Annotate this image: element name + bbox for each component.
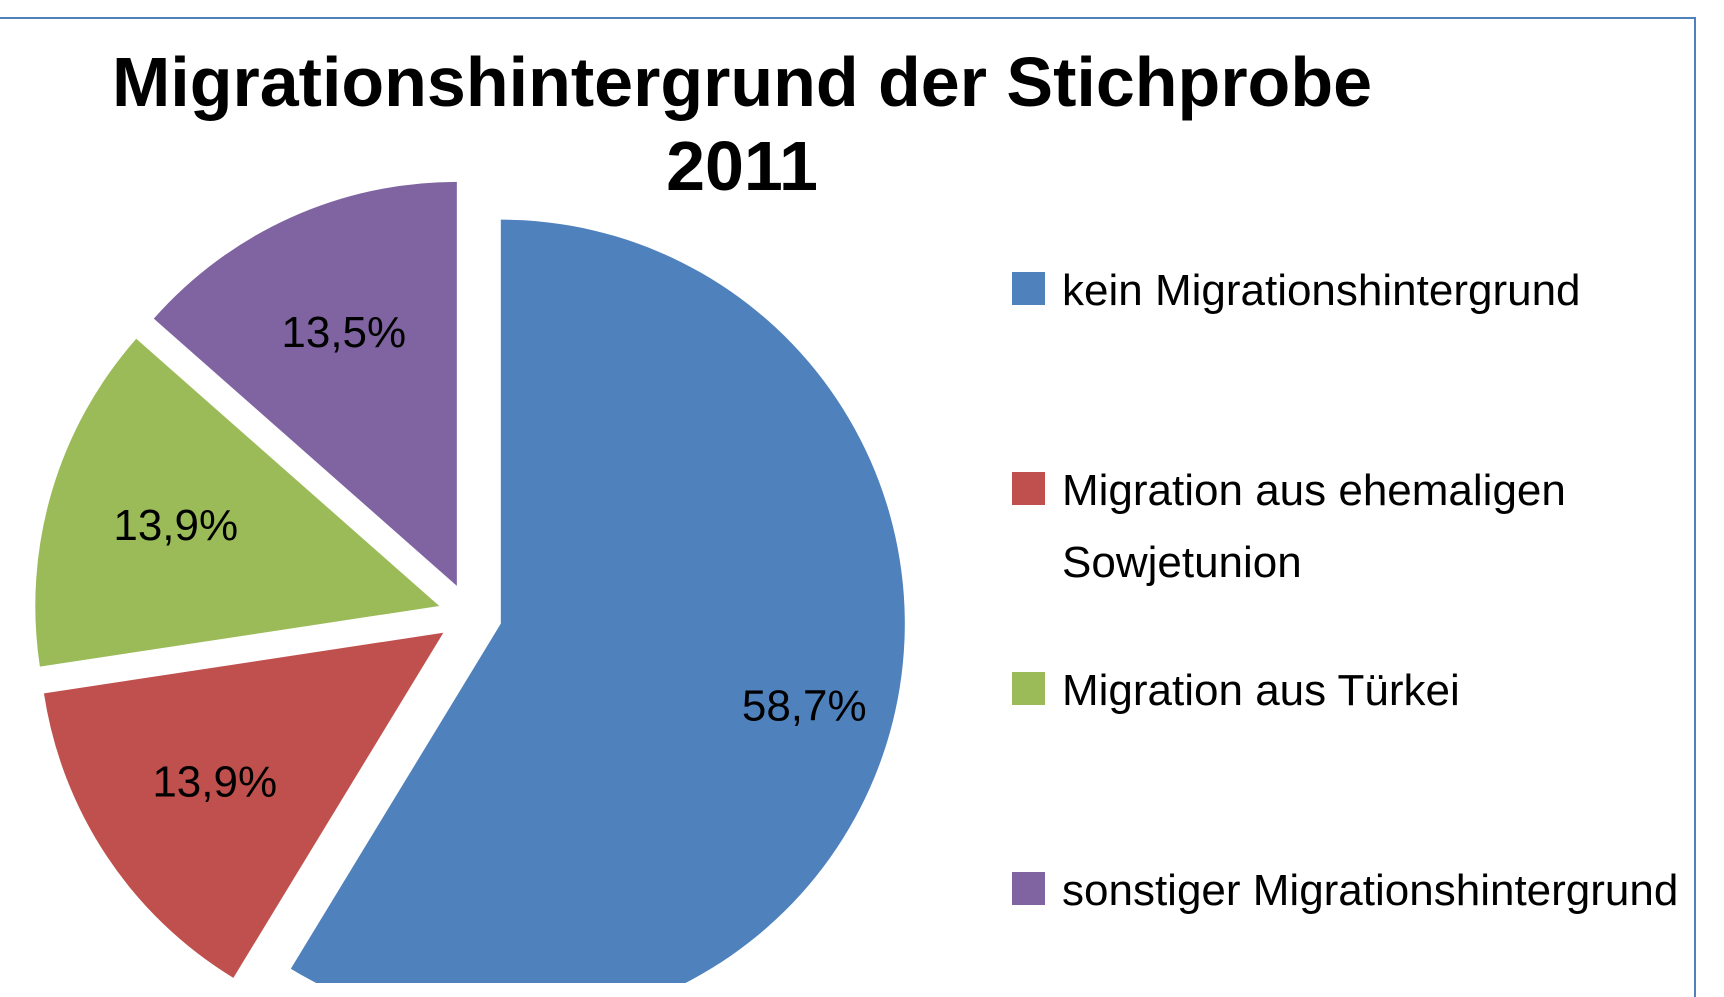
legend-label: kein Migrationshintergrund	[1062, 266, 1581, 315]
pie-slice	[290, 219, 905, 983]
legend-swatch	[1012, 472, 1045, 505]
data-label: 58,7%	[742, 681, 867, 730]
legend-swatch	[1012, 272, 1045, 305]
pie-slice	[153, 181, 457, 586]
data-label: 13,9%	[152, 758, 277, 807]
legend-swatch	[1012, 672, 1045, 705]
legend-swatch	[1012, 872, 1045, 905]
legend-label: sonstiger Migrationshintergrund	[1062, 866, 1679, 915]
chart-border	[0, 17, 1696, 997]
chart-title: Migrationshintergrund der Stichprobe 201…	[111, 43, 1373, 205]
legend-label: Migration aus Türkei	[1062, 666, 1460, 715]
data-label: 13,5%	[281, 308, 406, 357]
legend-label: Migration aus ehemaligen Sowjetunion	[1062, 466, 1566, 587]
pie-slice	[43, 632, 444, 978]
data-label: 13,9%	[113, 501, 238, 550]
pie-slice	[35, 338, 440, 667]
